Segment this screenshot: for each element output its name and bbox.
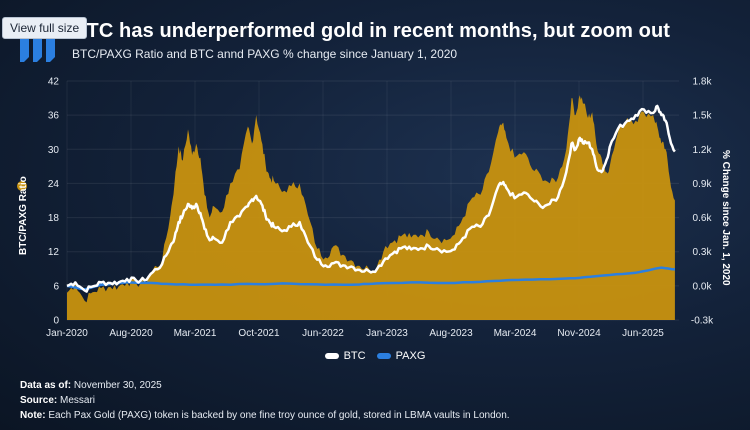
y-right-tick-label: 1.5k <box>693 111 713 122</box>
y-right-tick-label: 0.3k <box>693 247 713 258</box>
x-tick-label: Jan-2023 <box>366 328 408 339</box>
y-right-tick-label: 0.6k <box>693 213 713 224</box>
view-full-size-button[interactable]: View full size <box>2 17 88 39</box>
y-right-tick-label: -0.3k <box>691 316 714 327</box>
y-right-ticks: -0.3k 0.0k 0.3k 0.6k 0.9k 1.2k 1.5k 1.8k <box>691 77 714 327</box>
y-right-tick-label: 0.0k <box>693 281 713 292</box>
y-left-tick-label: 36 <box>48 111 60 122</box>
btc-swatch-icon <box>324 353 339 359</box>
chart-title: BTC has underperformed gold in recent mo… <box>72 20 671 42</box>
footer-note: Note: Each Pax Gold (PAXG) token is back… <box>20 410 510 421</box>
x-tick-label: Jun-2025 <box>622 328 664 339</box>
y-right-label: % Change since Jan. 1, 2020 <box>720 150 731 286</box>
x-tick-label: Aug-2020 <box>109 328 153 339</box>
y-left-tick-label: 42 <box>48 77 60 88</box>
legend-item-paxg: PAXG <box>376 350 426 362</box>
footer: Data as of: November 30, 2025 Source: Me… <box>20 378 510 423</box>
legend-paxg-label: PAXG <box>395 350 426 362</box>
y-left-tick-label: 18 <box>48 213 60 224</box>
x-tick-label: Aug-2023 <box>429 328 473 339</box>
legend: BTC PAXG <box>0 350 750 362</box>
paxg-line <box>66 266 676 291</box>
legend-btc-label: BTC <box>343 350 366 362</box>
legend-item-btc: BTC <box>324 350 366 362</box>
y-left-tick-label: 6 <box>53 281 59 292</box>
y-left-tick-label: 0 <box>53 316 59 327</box>
ratio-legend-dot <box>17 181 27 191</box>
chart-subtitle: BTC/PAXG Ratio and BTC annd PAXG % chang… <box>72 47 458 61</box>
x-tick-label: Jan-2020 <box>46 328 88 339</box>
paxg-swatch-icon <box>376 353 391 359</box>
logo-icon <box>20 38 55 62</box>
y-left-label: BTC/PAXG Ratio <box>18 176 29 255</box>
ratio-area <box>67 95 675 320</box>
x-tick-label: Oct-2021 <box>238 328 280 339</box>
y-left-tick-label: 12 <box>48 247 60 258</box>
x-tick-label: Mar-2021 <box>174 328 217 339</box>
x-tick-label: Mar-2024 <box>494 328 537 339</box>
x-tick-label: Jun-2022 <box>302 328 344 339</box>
x-ticks: Jan-2020 Aug-2020 Mar-2021 Oct-2021 Jun-2022… <box>46 328 664 339</box>
y-right-tick-label: 0.9k <box>693 179 713 190</box>
footer-source: Source: Messari <box>20 395 96 406</box>
btc-line <box>66 104 676 293</box>
y-left-tick-label: 24 <box>48 179 60 190</box>
y-left-tick-label: 30 <box>48 145 60 156</box>
footer-data-as-of: Data as of: November 30, 2025 <box>20 380 162 391</box>
y-right-tick-label: 1.8k <box>693 77 713 88</box>
y-left-ticks: 0 6 12 18 24 30 36 42 <box>48 77 60 327</box>
y-right-tick-label: 1.2k <box>693 145 713 156</box>
x-tick-label: Nov-2024 <box>557 328 601 339</box>
